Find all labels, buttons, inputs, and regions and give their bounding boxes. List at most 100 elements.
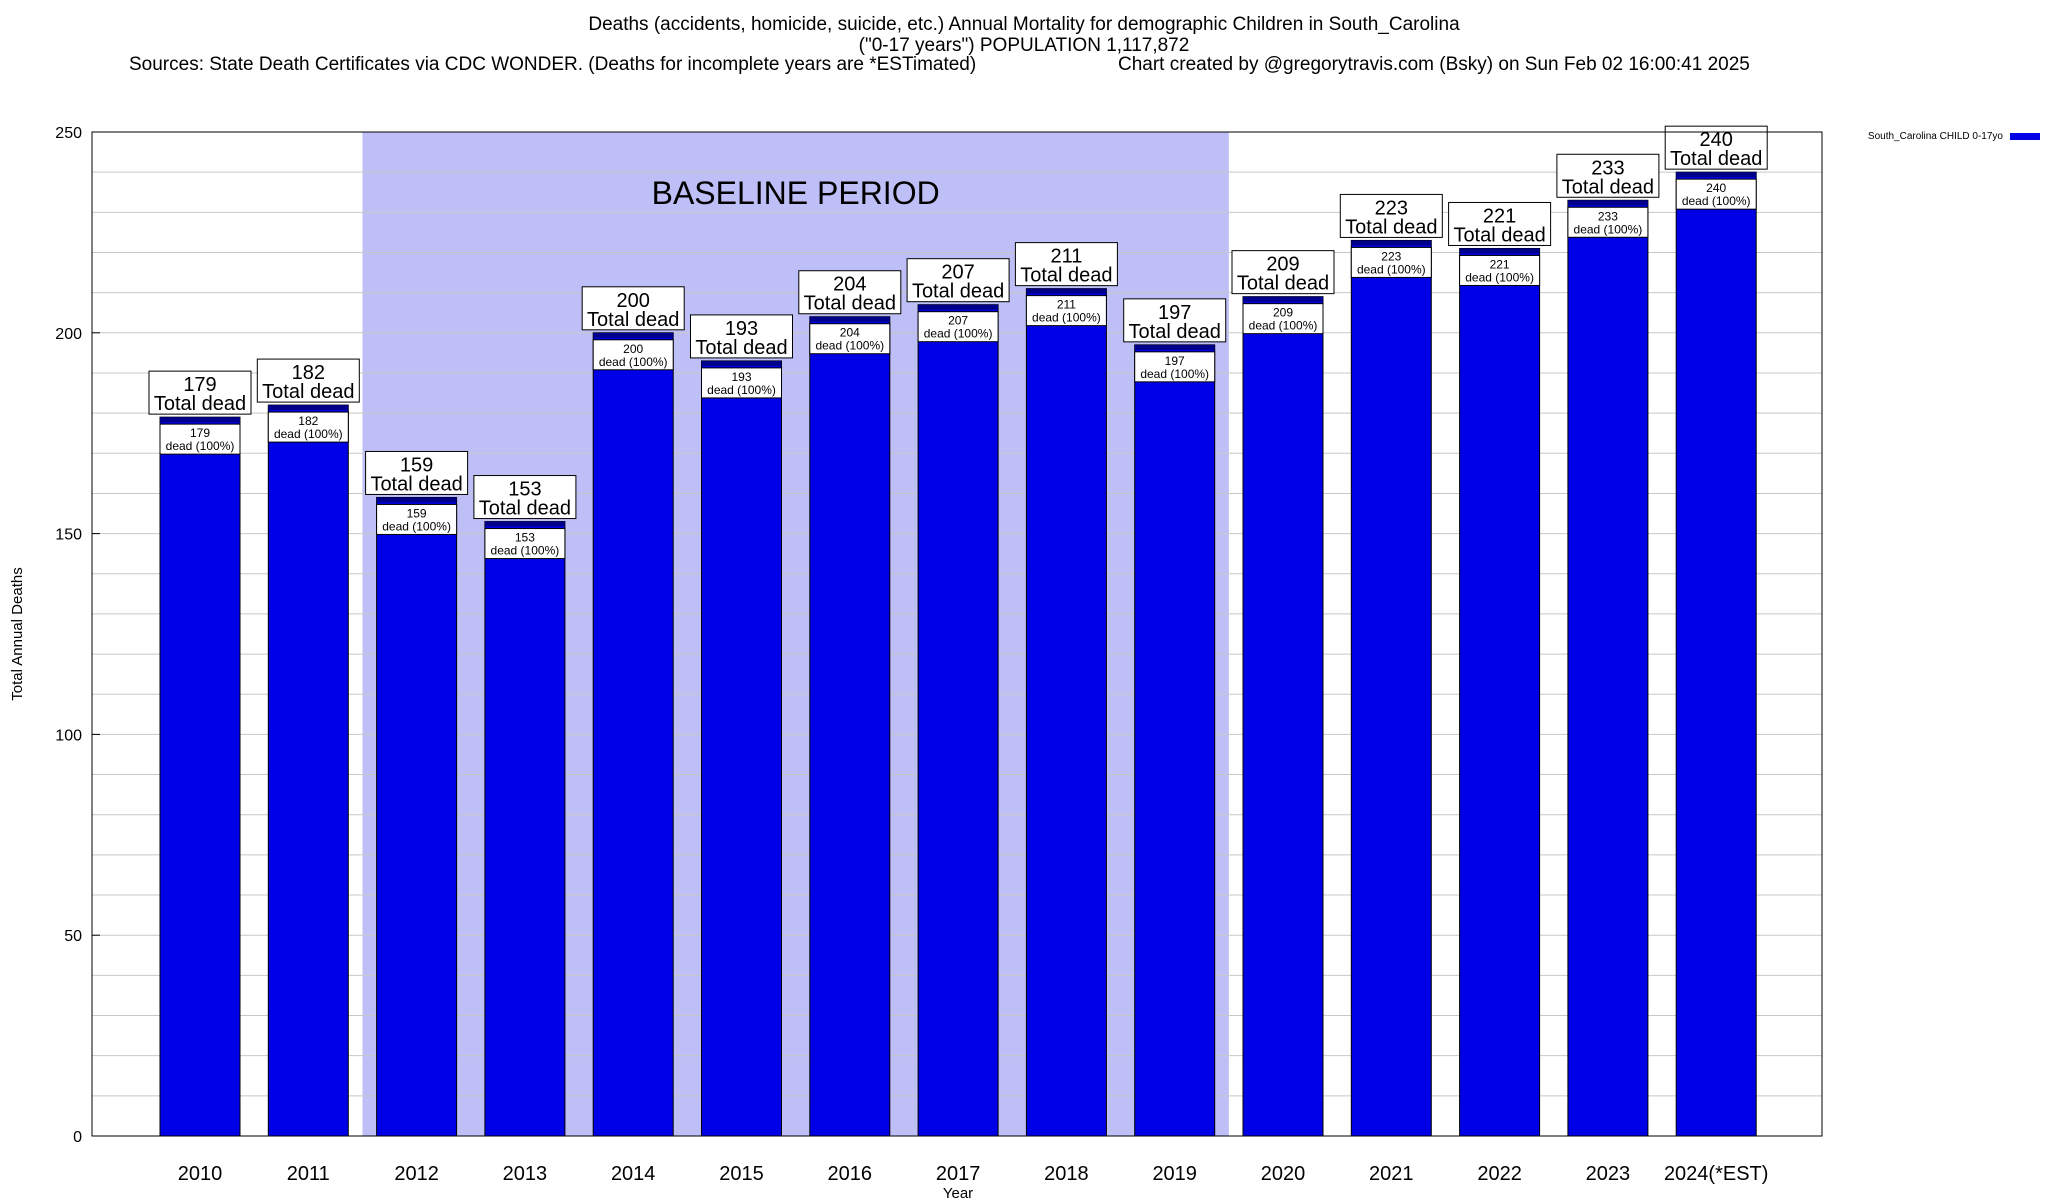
bar-inner-label-value: 209	[1273, 306, 1293, 320]
bar-inner-label-value: 179	[190, 426, 210, 440]
y-tick-label: 100	[55, 727, 82, 744]
bar-top-label-text: Total dead	[262, 381, 354, 403]
bar-cap	[1351, 240, 1432, 246]
bar-top-label-box	[148, 370, 252, 415]
bar-inner-label-text: dead (100%)	[1357, 262, 1426, 276]
bar	[159, 416, 241, 1137]
chart-title-line-1: Deaths (accidents, homicide, suicide, et…	[588, 14, 1460, 35]
bar-top-label-text: Total dead	[1670, 148, 1762, 170]
bar-inner-label-value: 211	[1057, 298, 1076, 312]
bar-inner-label-value: 182	[298, 414, 318, 428]
bar-top-label-box	[1339, 193, 1443, 238]
bar-top-label-box	[1664, 125, 1768, 170]
bar-inner-label-value: 223	[1381, 249, 1401, 263]
bar-inner-label-box	[1567, 206, 1649, 238]
bar	[809, 316, 891, 1137]
bar-top-label-box	[1014, 242, 1118, 287]
bar-top-label-text: Total dead	[1562, 176, 1654, 198]
x-axis-label: Year	[943, 1185, 973, 1200]
bar-inner-label-box	[1675, 178, 1757, 210]
bar-inner-label-text: dead (100%)	[1465, 270, 1534, 284]
bar-cap	[1459, 248, 1540, 254]
bar-top-label-box	[906, 258, 1010, 303]
bar	[484, 521, 566, 1137]
bar-top-label-value: 221	[1483, 205, 1516, 227]
bar-inner-label-value: 207	[948, 314, 968, 328]
bar-inner-label-value: 221	[1490, 257, 1510, 271]
bar-top-label-text: Total dead	[695, 337, 787, 359]
bar-inner-label-box	[1242, 303, 1324, 335]
x-tick-label: 2014	[611, 1163, 656, 1185]
bar-top-label-value: 200	[617, 290, 650, 312]
x-tick-label: 2017	[936, 1163, 981, 1185]
y-tick-label: 150	[55, 527, 82, 544]
bar-cap	[701, 360, 782, 366]
bar-top-label-box	[1448, 201, 1552, 246]
bar-top-label-text: Total dead	[1453, 224, 1545, 246]
bar-inner-label-text: dead (100%)	[599, 355, 668, 369]
bar	[376, 496, 458, 1137]
bar-top-label-text: Total dead	[1237, 273, 1329, 295]
bar-top-label-value: 207	[941, 262, 974, 284]
bar-top-label-box	[1231, 250, 1335, 295]
bar-cap	[160, 417, 240, 423]
bar-cap	[268, 405, 349, 411]
bar-inner-label-box	[484, 528, 566, 560]
bar-inner-label-value: 200	[623, 342, 643, 356]
x-tick-label: 2023	[1586, 1163, 1631, 1185]
chart-title-line-2: ("0-17 years") POPULATION 1,117,872	[858, 35, 1190, 56]
bar-cap	[376, 497, 457, 503]
bar	[1459, 247, 1541, 1137]
y-axis-label: Total Annual Deaths	[9, 567, 26, 700]
bar	[592, 332, 674, 1137]
bar-cap	[1567, 200, 1648, 206]
bar-inner-label-text: dead (100%)	[815, 339, 884, 353]
bar-top-label-box	[256, 358, 360, 403]
bar-top-label-text: Total dead	[587, 309, 679, 331]
bar	[1242, 296, 1324, 1137]
bar-inner-label-text: dead (100%)	[274, 427, 343, 441]
bar-inner-label-text: dead (100%)	[1140, 367, 1209, 381]
bar-inner-label-box	[376, 503, 458, 535]
bar-cap	[593, 332, 674, 338]
bar-cap	[1243, 296, 1323, 302]
bar-inner-label-box	[1025, 295, 1107, 327]
bar	[701, 360, 782, 1137]
bar-top-label-box	[1556, 153, 1660, 198]
bar-inner-label-value: 233	[1598, 209, 1618, 223]
bar-cap	[484, 521, 565, 527]
bar-inner-label-box	[1459, 254, 1541, 286]
bar-cap	[1676, 172, 1757, 178]
bar-top-label-text: Total dead	[1020, 265, 1112, 287]
chart-credit: Chart created by @gregorytravis.com (Bsk…	[1118, 54, 1750, 75]
bar-top-label-box	[473, 475, 577, 520]
bar-top-label-text: Total dead	[154, 393, 246, 415]
y-tick-label: 200	[55, 326, 82, 343]
bar-top-label-text: Total dead	[479, 498, 571, 520]
bar-inner-label-text: dead (100%)	[924, 327, 993, 341]
bar-inner-label-box	[809, 323, 891, 355]
bar-top-label-value: 153	[508, 479, 541, 501]
y-tick-label: 50	[64, 928, 82, 945]
bar-top-label-box	[581, 286, 685, 331]
bar-top-label-text: Total dead	[912, 281, 1004, 303]
bar-top-label-value: 204	[833, 274, 866, 296]
bar-top-label-value: 182	[292, 362, 325, 384]
bar-inner-label-value: 197	[1165, 354, 1185, 368]
x-tick-label: 2015	[719, 1163, 764, 1185]
bar-inner-label-text: dead (100%)	[1249, 319, 1318, 333]
bar-top-label-value: 209	[1266, 254, 1299, 276]
bar	[917, 304, 999, 1137]
bar-top-label-text: Total dead	[804, 293, 896, 315]
bar-top-label-value: 240	[1700, 129, 1733, 151]
bar-cap	[1134, 344, 1215, 350]
bar-top-label-text: Total dead	[370, 473, 462, 495]
bar-inner-label-box	[1350, 246, 1432, 278]
x-tick-label: 2011	[287, 1163, 330, 1185]
bar-top-label-box	[1123, 298, 1227, 343]
bar	[1350, 239, 1432, 1137]
bar-top-label-value: 211	[1050, 246, 1082, 268]
bar-inner-label-value: 240	[1706, 181, 1726, 195]
bar-top-label-value: 197	[1158, 302, 1191, 324]
bar-top-label-text: Total dead	[1129, 321, 1221, 343]
